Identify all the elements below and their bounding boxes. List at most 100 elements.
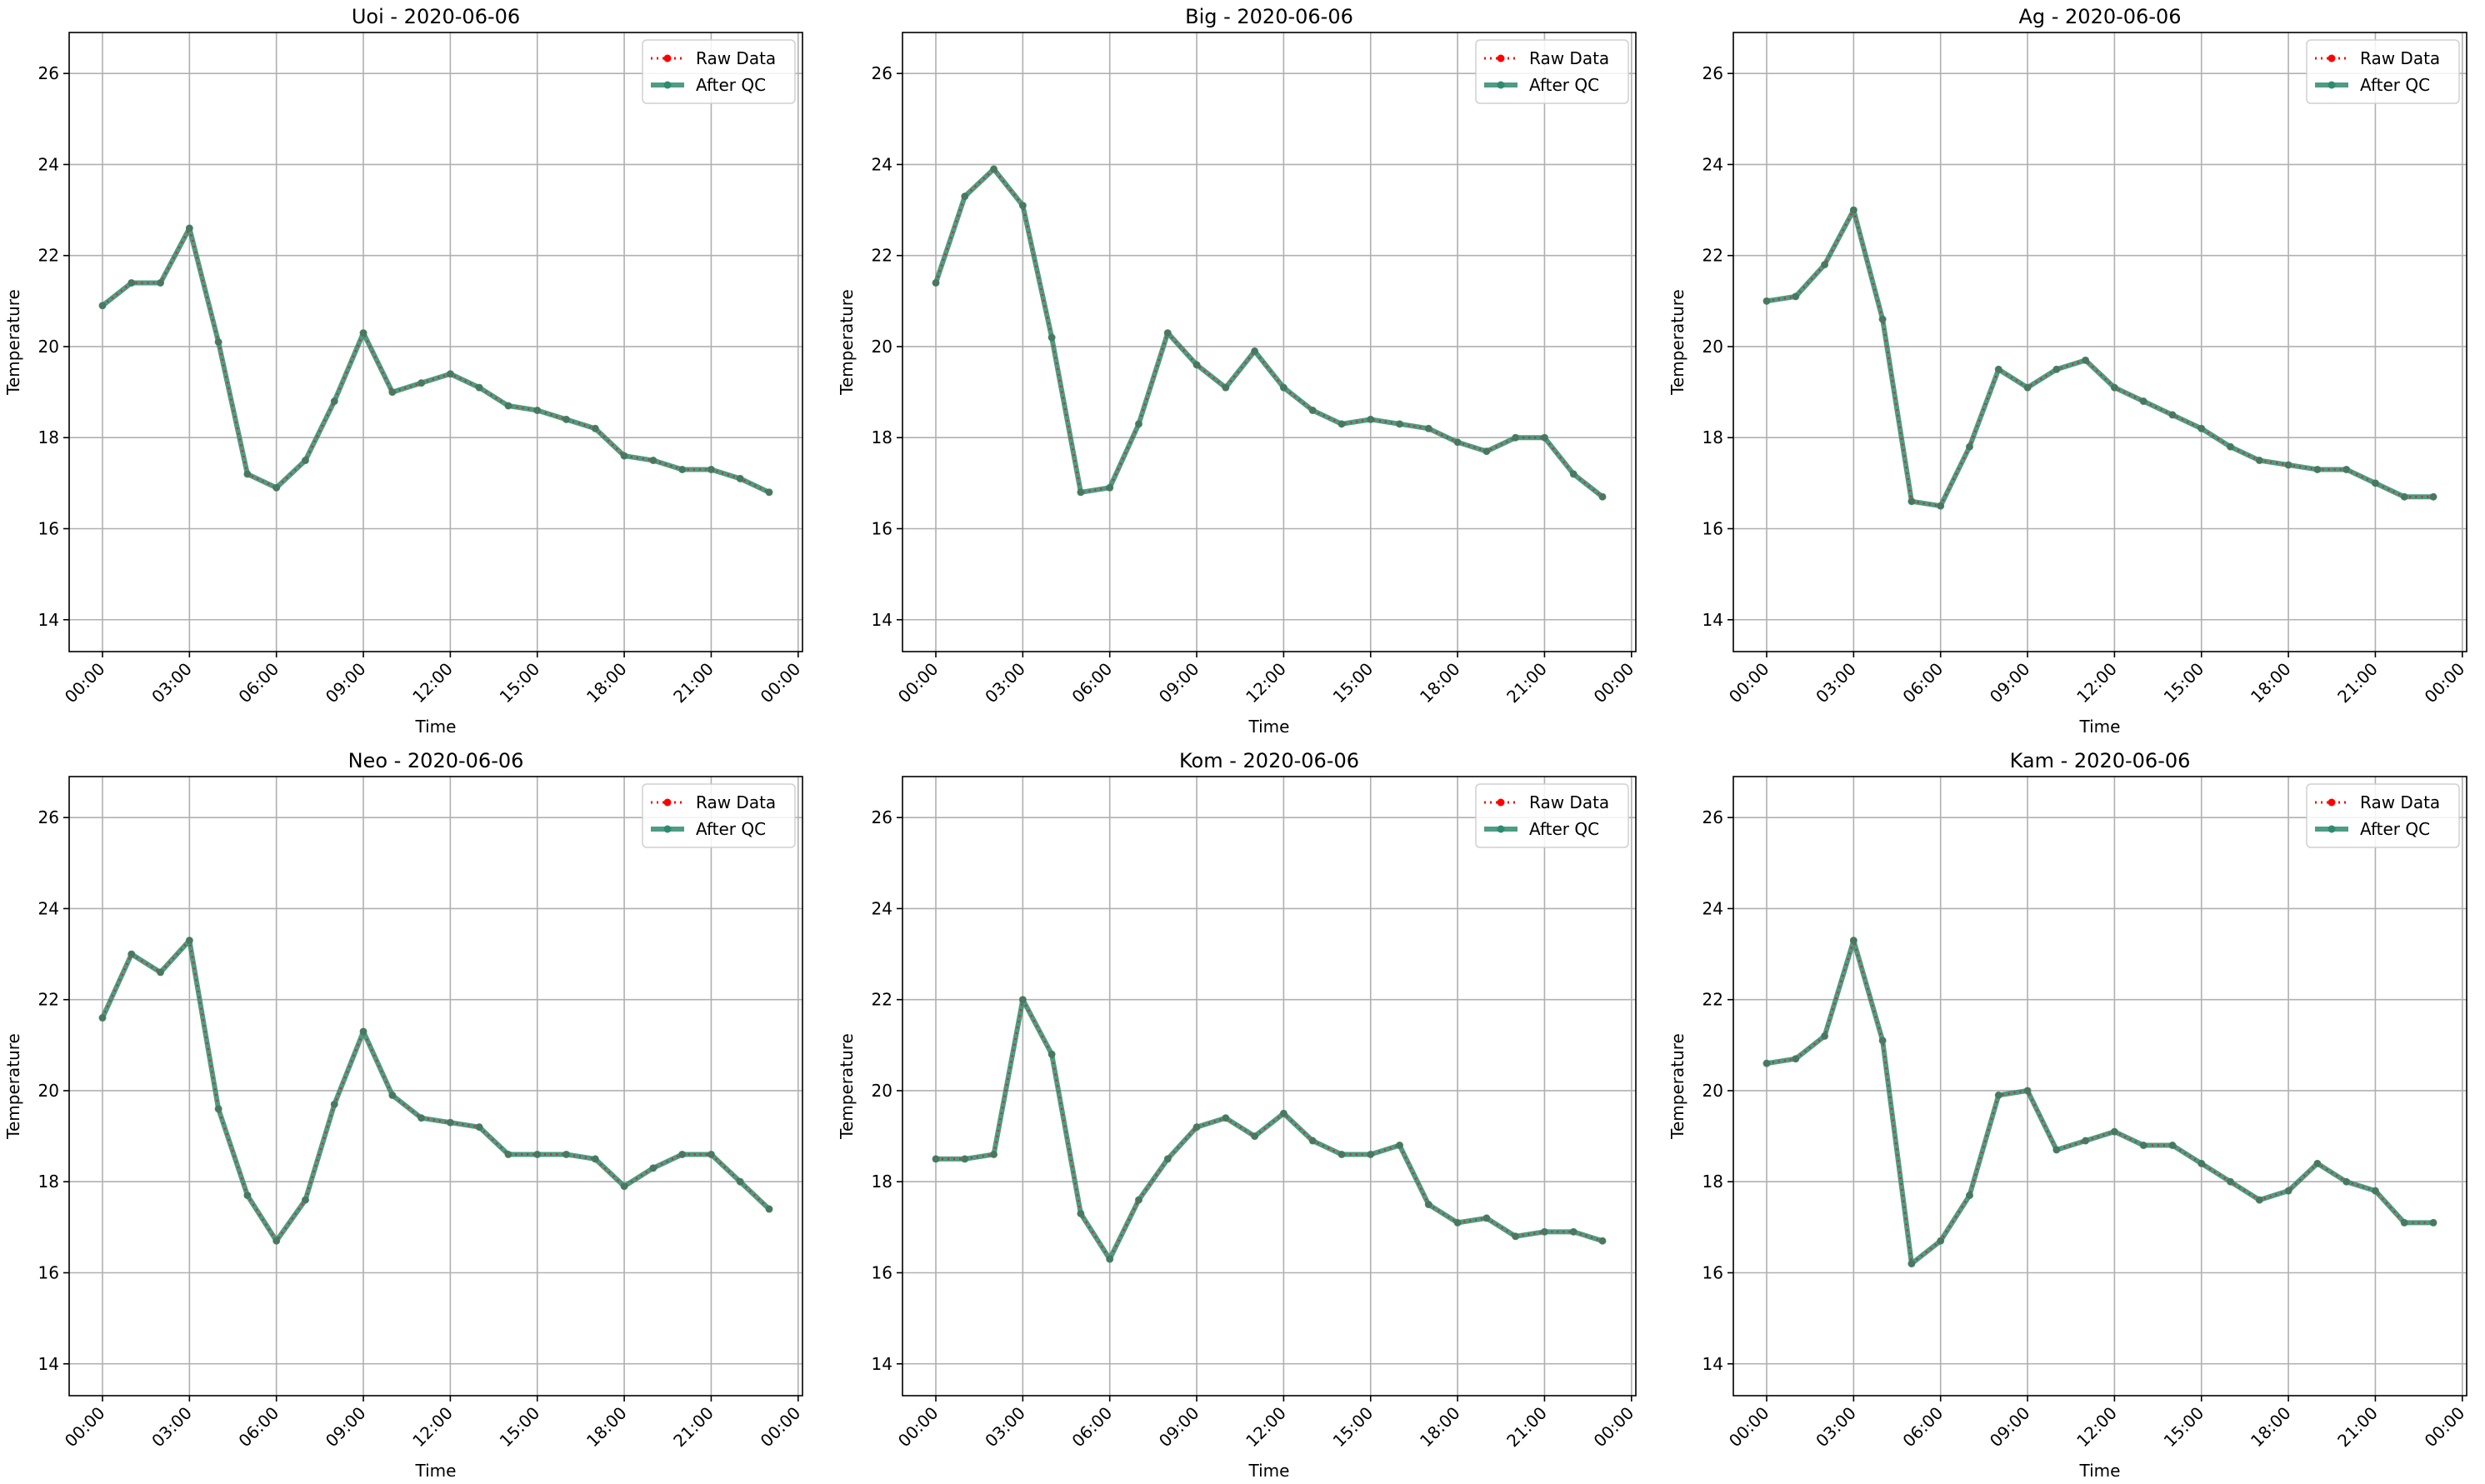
legend-raw-data-marker: [1497, 54, 1505, 62]
after-qc-point: [1512, 433, 1520, 442]
legend-label-raw-data: Raw Data: [696, 48, 776, 68]
x-tick-label: 06:00: [1068, 659, 1117, 707]
series-after-qc-line: [101, 225, 771, 495]
axes-frame: [68, 32, 803, 652]
after-qc-point: [2371, 1187, 2379, 1195]
y-tick-label: 14: [1702, 1354, 1723, 1374]
x-tick-label: 18:00: [2247, 1403, 2295, 1452]
legend: Raw Data After QC: [1475, 783, 1629, 848]
x-axis-label: Time: [1248, 717, 1290, 737]
x-tick-label: 12:00: [1242, 659, 1290, 707]
x-tick-label: 21:00: [2333, 1403, 2382, 1452]
after-qc-point: [214, 338, 222, 346]
after-qc-point: [2429, 492, 2438, 501]
after-qc-point: [301, 457, 309, 465]
x-tick-label: 12:00: [408, 1403, 457, 1452]
after-qc-point: [1994, 1091, 2002, 1099]
after-qc-point: [1849, 206, 1858, 214]
x-tick-label: 00:00: [2421, 659, 2469, 707]
after-qc-point: [2227, 442, 2235, 451]
y-tick-label: 14: [38, 610, 59, 630]
legend-raw-data-marker: [2328, 798, 2336, 807]
after-qc-point: [388, 1091, 397, 1099]
x-axis-label: Time: [1248, 1461, 1290, 1481]
axes-frame: [902, 32, 1637, 652]
after-qc-point: [2400, 492, 2408, 501]
legend-raw-data-marker: [2328, 54, 2336, 62]
after-qc-point: [2429, 1218, 2438, 1227]
x-axis-label: Time: [415, 717, 457, 737]
x-tick-label: 06:00: [1899, 659, 1948, 707]
after-qc-point: [272, 1237, 281, 1245]
after-qc-point: [1018, 996, 1027, 1004]
chart-title: Ag - 2020-06-06: [2018, 5, 2181, 28]
after-qc-point: [932, 278, 940, 287]
chart-panel: 14 16 18 20 22 24 26 00:00 03:00 06:00 09:00 12:00 1…: [3, 749, 804, 1481]
x-tick-label: 18:00: [582, 659, 631, 707]
after-qc-point: [1338, 420, 1346, 428]
legend: Raw Data After QC: [642, 39, 796, 104]
y-tick-label: 24: [1702, 898, 1723, 918]
after-qc-point: [359, 1027, 368, 1036]
y-tick-label: 18: [1702, 427, 1723, 447]
after-qc-point: [620, 452, 628, 460]
after-qc-point: [98, 302, 107, 310]
after-qc-point: [1878, 1037, 1887, 1045]
after-qc-point: [2284, 1187, 2292, 1195]
legend-after-qc-marker: [1497, 825, 1505, 833]
after-qc-point: [1762, 1059, 1771, 1067]
y-tick-label: 24: [1702, 154, 1723, 174]
after-qc-point: [1937, 1237, 1945, 1245]
after-qc-point: [1762, 297, 1771, 305]
after-qc-point: [1792, 1055, 1800, 1063]
after-qc-point: [1308, 1137, 1317, 1145]
after-qc-point: [678, 1150, 687, 1158]
after-qc-point: [1792, 292, 1800, 301]
x-tick-label: 00:00: [1590, 659, 1638, 707]
y-tick-label: 26: [38, 807, 59, 827]
after-qc-point: [1134, 420, 1142, 428]
after-qc-point: [1821, 1032, 1829, 1040]
y-tick-label: 18: [872, 1172, 892, 1192]
x-tick-label: 15:00: [496, 1403, 544, 1452]
x-tick-label: 03:00: [1812, 1403, 1860, 1452]
x-tick-label: 00:00: [61, 1403, 109, 1452]
x-tick-label: 21:00: [669, 1403, 718, 1452]
after-qc-point: [1279, 1109, 1288, 1117]
after-qc-point: [1279, 383, 1288, 392]
after-qc-point: [214, 1105, 222, 1113]
x-tick-label: 12:00: [1242, 1403, 1290, 1452]
after-qc-point: [330, 397, 338, 406]
x-tick-label: 00:00: [1590, 1403, 1638, 1452]
after-qc-point: [1106, 1255, 1114, 1263]
chart-title: Kom - 2020-06-06: [1179, 749, 1359, 772]
x-tick-label: 00:00: [757, 1403, 805, 1452]
legend-label-after-qc: After QC: [1529, 819, 1599, 839]
after-qc-point: [1424, 424, 1432, 432]
x-tick-label: 00:00: [894, 659, 942, 707]
x-tick-label: 00:00: [1725, 1403, 1773, 1452]
after-qc-point: [1192, 361, 1201, 369]
x-tick-label: 03:00: [981, 1403, 1029, 1452]
y-tick-label: 24: [872, 154, 892, 174]
plot-area: [902, 777, 1636, 1396]
after-qc-point: [533, 1150, 542, 1158]
after-qc-point: [1569, 1227, 1578, 1236]
x-tick-label: 09:00: [322, 1403, 370, 1452]
after-qc-point: [591, 424, 599, 432]
y-axis-label: Temperature: [3, 1033, 23, 1140]
y-tick-label: 16: [38, 1262, 59, 1282]
chart-panel: 14 16 18 20 22 24 26 00:00 03:00 06:00 09:00 12:00 1…: [837, 749, 1638, 1481]
y-tick-label: 16: [1702, 1262, 1723, 1282]
legend-raw-data-marker: [663, 798, 672, 807]
after-qc-point: [1908, 497, 1916, 506]
x-tick-label: 15:00: [1329, 1403, 1378, 1452]
after-qc-point: [2082, 1137, 2090, 1145]
after-qc-point: [2255, 457, 2263, 465]
after-qc-point: [98, 1014, 107, 1022]
y-tick-label: 14: [38, 1354, 59, 1374]
after-qc-point: [990, 1150, 998, 1158]
y-tick-label: 14: [872, 610, 892, 630]
y-tick-label: 14: [1702, 610, 1723, 630]
x-tick-label: 09:00: [1155, 1403, 1203, 1452]
